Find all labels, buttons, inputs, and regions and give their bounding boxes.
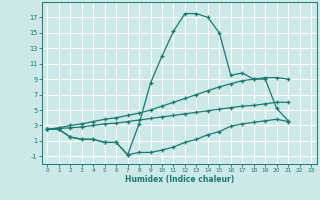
- X-axis label: Humidex (Indice chaleur): Humidex (Indice chaleur): [124, 175, 234, 184]
